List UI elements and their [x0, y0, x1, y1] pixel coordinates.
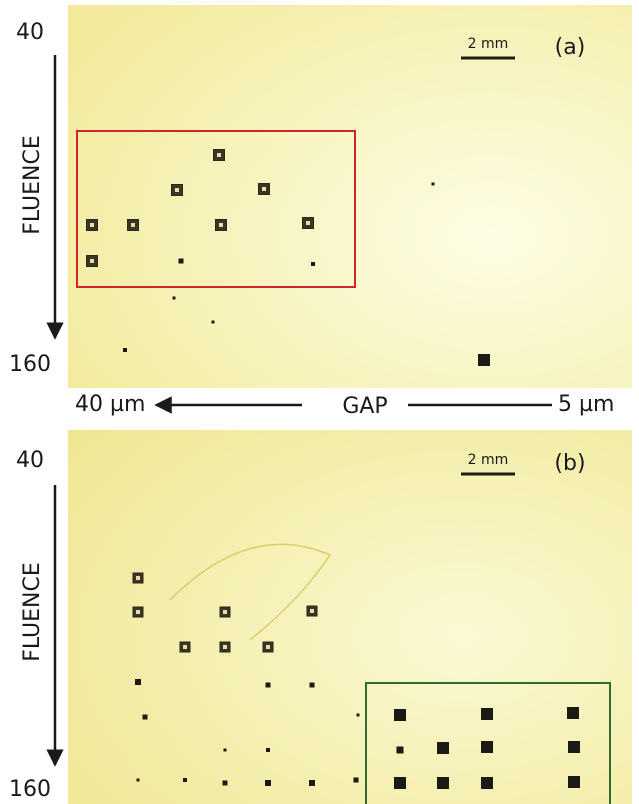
laser-spot	[265, 682, 271, 688]
laser-spot	[265, 780, 271, 786]
micrograph-a	[68, 5, 632, 388]
panel-label: (b)	[554, 451, 585, 476]
laser-spot	[309, 682, 315, 688]
laser-spot	[437, 742, 449, 754]
laser-spot	[481, 741, 493, 753]
laser-spot	[356, 713, 360, 717]
laser-spot	[178, 258, 184, 264]
fluence-bottom: 160	[9, 777, 51, 802]
spot-center	[90, 223, 94, 227]
spot-center	[90, 259, 94, 263]
laser-spots	[132, 572, 580, 789]
laser-spot	[353, 777, 359, 783]
fluence-label: FLUENCE	[20, 135, 45, 235]
spot-center	[310, 609, 314, 613]
laser-spot	[431, 182, 435, 186]
spot-center	[183, 645, 187, 649]
gap-label: GAP	[342, 394, 387, 419]
fluence-bottom: 160	[9, 352, 51, 377]
laser-spot	[183, 778, 187, 782]
laser-spot	[142, 714, 148, 720]
laser-spot	[568, 776, 580, 788]
laser-spot	[223, 748, 227, 752]
spot-center	[136, 576, 140, 580]
laser-spot	[311, 262, 315, 266]
gap-left: 40 µm	[75, 392, 145, 417]
spot-center	[262, 187, 266, 191]
laser-spot	[568, 741, 580, 753]
spot-center	[136, 610, 140, 614]
fluence-top: 40	[16, 20, 44, 45]
laser-spot	[172, 296, 176, 300]
laser-spot	[135, 679, 141, 685]
laser-spot	[123, 348, 127, 352]
scale-bar-label: 2 mm	[468, 36, 509, 52]
spot-center	[219, 223, 223, 227]
scale-bar-label: 2 mm	[468, 452, 509, 468]
laser-spot	[394, 777, 406, 789]
spot-center	[306, 221, 310, 225]
film-crack	[169, 543, 332, 641]
fluence-label: FLUENCE	[20, 562, 45, 662]
spot-center	[223, 610, 227, 614]
micrograph-b	[68, 430, 632, 804]
spot-center	[266, 645, 270, 649]
gap-right: 5 µm	[558, 392, 614, 417]
laser-spot	[309, 780, 315, 786]
laser-spot	[481, 777, 493, 789]
laser-spot	[396, 746, 404, 754]
laser-spot	[481, 708, 493, 720]
laser-spot	[136, 778, 140, 782]
laser-spot	[266, 748, 270, 752]
fluence-top: 40	[16, 448, 44, 473]
spot-center	[175, 188, 179, 192]
laser-spot	[211, 320, 215, 324]
spot-center	[217, 153, 221, 157]
laser-spots	[86, 149, 490, 366]
panel-label: (a)	[555, 35, 586, 60]
laser-spot	[567, 707, 579, 719]
laser-spot	[437, 777, 449, 789]
spot-center	[131, 223, 135, 227]
laser-spot	[478, 354, 490, 366]
laser-spot	[394, 709, 406, 721]
highlight-box	[365, 682, 611, 804]
highlight-box	[76, 130, 356, 288]
spot-center	[223, 645, 227, 649]
laser-spot	[222, 780, 228, 786]
